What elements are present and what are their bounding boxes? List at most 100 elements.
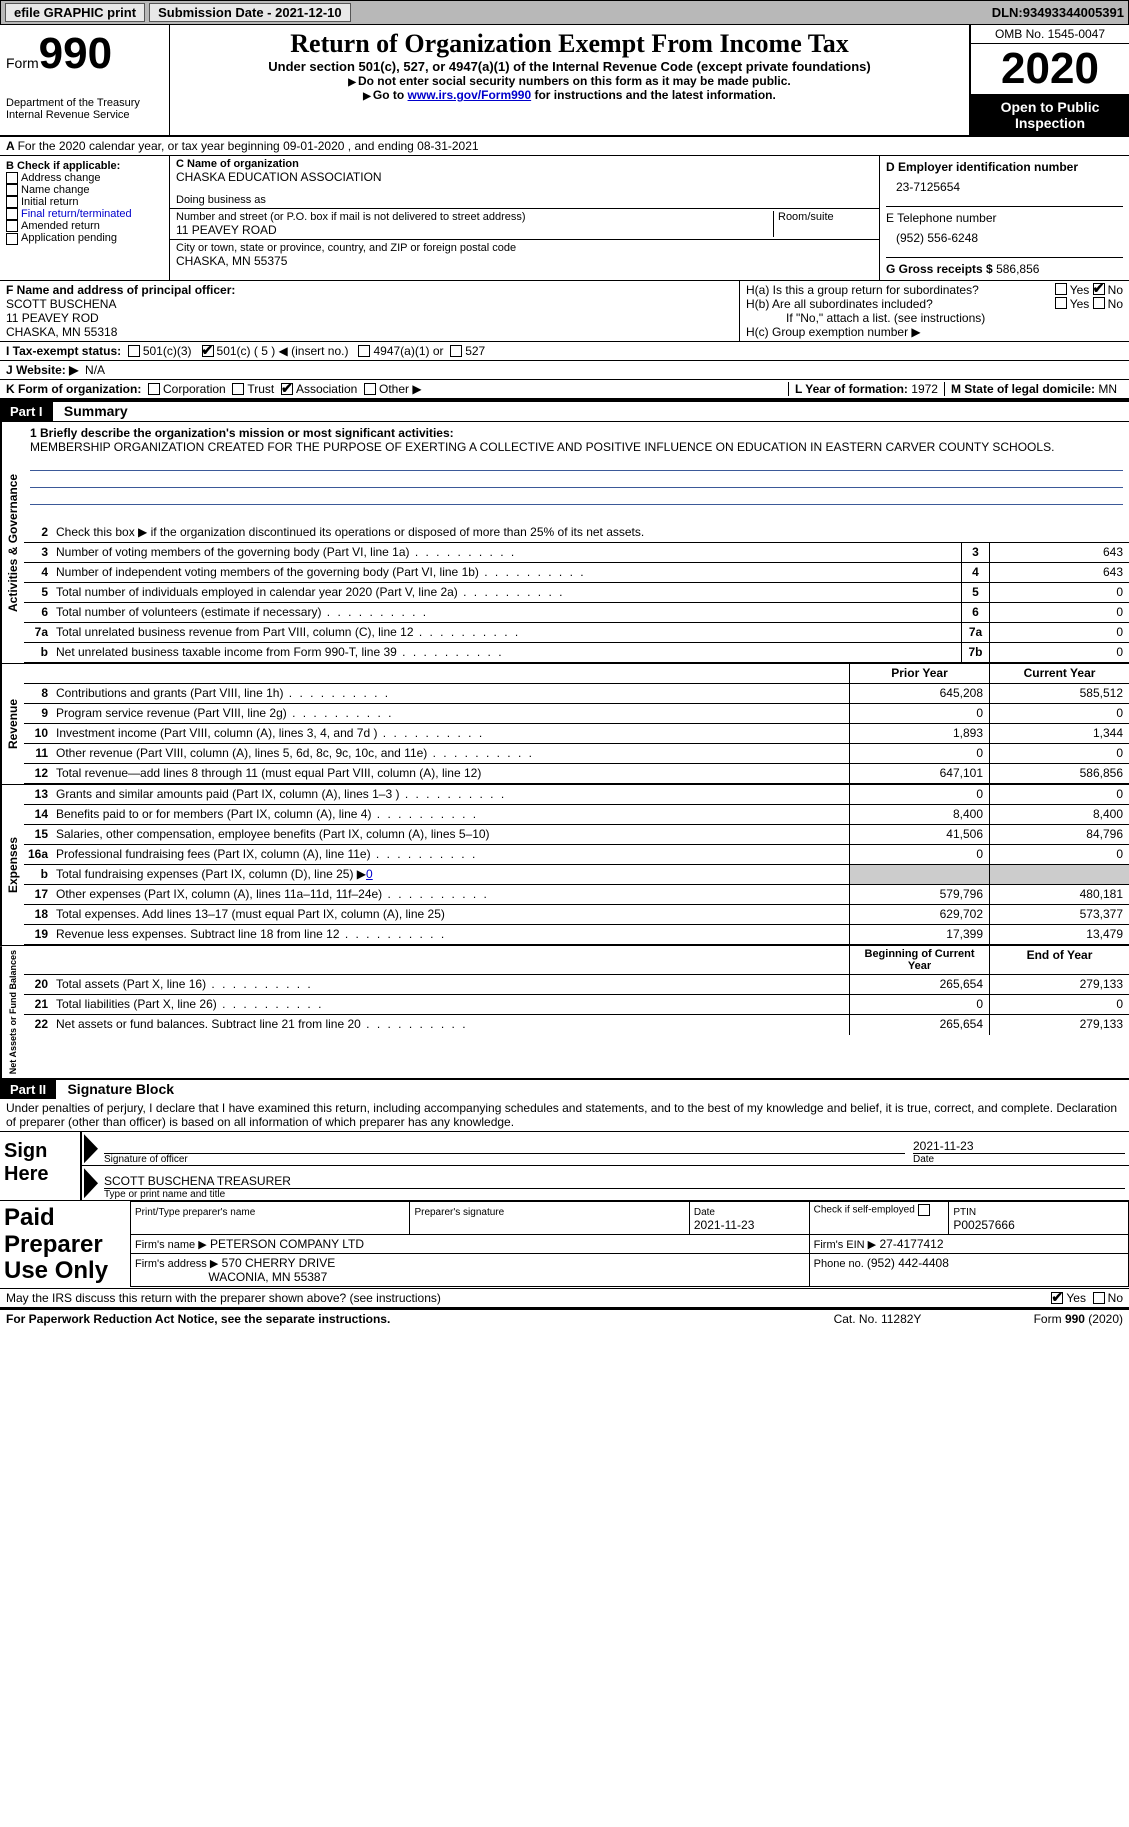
curr-16a: 0 — [989, 845, 1129, 864]
dba-label: Doing business as — [176, 194, 266, 206]
check-trust[interactable] — [232, 383, 244, 395]
column-f-officer: F Name and address of principal officer:… — [0, 281, 739, 341]
firm-phone-value: (952) 442-4408 — [867, 1256, 949, 1270]
line-12: Total revenue—add lines 8 through 11 (mu… — [52, 764, 849, 783]
i-label: I Tax-exempt status: — [6, 344, 121, 358]
line-3: Number of voting members of the governin… — [52, 543, 961, 562]
check-527[interactable] — [450, 345, 462, 357]
prior-14: 8,400 — [849, 805, 989, 824]
address-label: Number and street (or P.O. box if mail i… — [176, 211, 526, 223]
discuss-no-check[interactable] — [1093, 1292, 1105, 1304]
discuss-row: May the IRS discuss this return with the… — [0, 1289, 1129, 1308]
column-b-checkboxes: B Check if applicable: Address change Na… — [0, 156, 170, 280]
ha-yes-check[interactable] — [1055, 283, 1067, 295]
firm-addr2-value: WACONIA, MN 55387 — [208, 1270, 327, 1284]
print-name-label: Print/Type preparer's name — [135, 1207, 255, 1218]
city-state-zip: CHASKA, MN 55375 — [176, 254, 287, 268]
row-i-tax-status: I Tax-exempt status: 501(c)(3) 501(c) ( … — [0, 342, 1129, 361]
curr-9: 0 — [989, 704, 1129, 723]
curr-19: 13,479 — [989, 925, 1129, 944]
hb-yes-check[interactable] — [1055, 297, 1067, 309]
officer-addr2: CHASKA, MN 55318 — [6, 325, 117, 339]
firm-ein-value: 27-4177412 — [879, 1237, 943, 1251]
prior-11: 0 — [849, 744, 989, 763]
check-final-return[interactable] — [6, 208, 18, 220]
line-18: Total expenses. Add lines 13–17 (must eq… — [52, 905, 849, 924]
sig-date-label: Date — [913, 1153, 1125, 1165]
ptin-label: PTIN — [953, 1207, 976, 1218]
ha-no-check[interactable] — [1093, 283, 1105, 295]
curr-18: 573,377 — [989, 905, 1129, 924]
curr-15: 84,796 — [989, 825, 1129, 844]
officer-addr1: 11 PEAVEY ROD — [6, 311, 99, 325]
val-3: 643 — [989, 543, 1129, 562]
sign-here-label: Sign Here — [0, 1132, 80, 1200]
rule-line — [30, 502, 1123, 505]
curr-13: 0 — [989, 785, 1129, 804]
check-initial-return[interactable] — [6, 196, 18, 208]
footer-form: Form 990 (2020) — [1034, 1312, 1123, 1326]
gross-receipts-value: 586,856 — [996, 262, 1039, 276]
line-11: Other revenue (Part VIII, column (A), li… — [52, 744, 849, 763]
rule-line — [30, 468, 1123, 471]
check-corp[interactable] — [148, 383, 160, 395]
ein-value: 23-7125654 — [886, 174, 1123, 200]
check-amended[interactable] — [6, 220, 18, 232]
ha-label: H(a) Is this a group return for subordin… — [746, 283, 1055, 297]
paid-preparer-label: Paid Preparer Use Only — [0, 1201, 130, 1288]
open-inspection-label: Open to Public Inspection — [971, 95, 1129, 135]
prior-8: 645,208 — [849, 684, 989, 703]
sig-officer-label: Signature of officer — [104, 1153, 905, 1165]
discuss-yes-check[interactable] — [1051, 1292, 1063, 1304]
line-19: Revenue less expenses. Subtract line 18 … — [52, 925, 849, 944]
line-1-label: 1 Briefly describe the organization's mi… — [30, 426, 454, 440]
b-label: B Check if applicable: — [6, 160, 120, 172]
line-10: Investment income (Part VIII, column (A)… — [52, 724, 849, 743]
curr-17: 480,181 — [989, 885, 1129, 904]
hb-no-check[interactable] — [1093, 297, 1105, 309]
f-label: F Name and address of principal officer: — [6, 283, 235, 297]
firm-addr1-value: 570 CHERRY DRIVE — [222, 1256, 336, 1270]
topbar: efile GRAPHIC print Submission Date - 20… — [0, 0, 1129, 25]
check-application-pending[interactable] — [6, 233, 18, 245]
line-16a: Professional fundraising fees (Part IX, … — [52, 845, 849, 864]
instructions-link[interactable]: www.irs.gov/Form990 — [408, 88, 532, 102]
check-self-employed[interactable] — [918, 1204, 930, 1216]
main-title: Return of Organization Exempt From Incom… — [178, 29, 961, 59]
section-fh: F Name and address of principal officer:… — [0, 281, 1129, 342]
check-address-change[interactable] — [6, 172, 18, 184]
mission-block: 1 Briefly describe the organization's mi… — [24, 422, 1129, 523]
check-assoc[interactable] — [281, 383, 293, 395]
line-2: Check this box ▶ if the organization dis… — [52, 523, 1129, 542]
submission-date-button[interactable]: Submission Date - 2021-12-10 — [149, 3, 351, 22]
curr-10: 1,344 — [989, 724, 1129, 743]
check-other[interactable] — [364, 383, 376, 395]
dln-label: DLN: — [992, 5, 1023, 20]
hdr-begin-year: Beginning of Current Year — [849, 946, 989, 974]
efile-button[interactable]: efile GRAPHIC print — [5, 3, 145, 22]
revenue-section: Revenue Prior YearCurrent Year 8Contribu… — [0, 663, 1129, 784]
arrow-icon — [84, 1134, 98, 1163]
column-h-group: H(a) Is this a group return for subordin… — [739, 281, 1129, 341]
hdr-end-year: End of Year — [989, 946, 1129, 974]
form-number: 990 — [39, 29, 112, 78]
net-assets-section: Net Assets or Fund Balances Beginning of… — [0, 945, 1129, 1080]
check-name-change[interactable] — [6, 184, 18, 196]
check-4947[interactable] — [358, 345, 370, 357]
hdr-prior-year: Prior Year — [849, 664, 989, 683]
mission-text: MEMBERSHIP ORGANIZATION CREATED FOR THE … — [30, 440, 1054, 454]
firm-addr-label: Firm's address ▶ — [135, 1258, 218, 1270]
officer-name-title: SCOTT BUSCHENA TREASURER — [104, 1174, 1125, 1188]
declaration-text: Under penalties of perjury, I declare th… — [0, 1099, 1129, 1131]
hc-label: H(c) Group exemption number ▶ — [746, 325, 1123, 339]
prior-13: 0 — [849, 785, 989, 804]
subtitle-3: Go to www.irs.gov/Form990 for instructio… — [178, 88, 961, 102]
part-2-title: Signature Block — [67, 1081, 174, 1097]
ptin-value: P00257666 — [953, 1218, 1014, 1232]
sign-here-row: Sign Here Signature of officer 2021-11-2… — [0, 1131, 1129, 1200]
check-501c[interactable] — [202, 345, 214, 357]
check-501c3[interactable] — [128, 345, 140, 357]
row-a-tax-year: A For the 2020 calendar year, or tax yea… — [0, 137, 1129, 156]
beg-20: 265,654 — [849, 975, 989, 994]
firm-ein-label: Firm's EIN ▶ — [814, 1239, 877, 1251]
